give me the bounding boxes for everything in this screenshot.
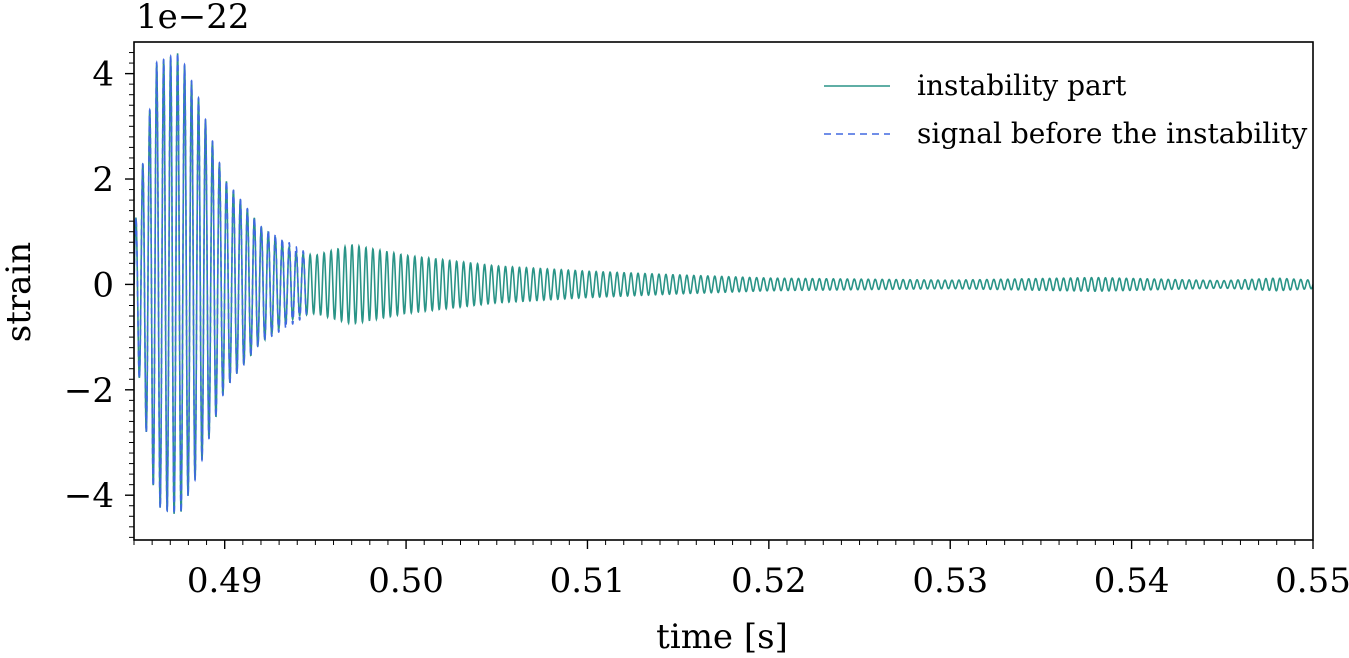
x-tick-label: 0.53 xyxy=(912,561,988,601)
y-offset-label: 1e−22 xyxy=(136,0,250,37)
y-tick-label: −2 xyxy=(64,371,114,411)
y-tick-label: 2 xyxy=(92,160,114,200)
x-tick-label: 0.51 xyxy=(550,561,626,601)
legend-label-before: signal before the instability xyxy=(917,117,1308,150)
y-tick-label: 0 xyxy=(92,265,114,305)
plot-frame xyxy=(133,41,1314,541)
x-axis-title: time [s] xyxy=(656,617,788,657)
legend-label-instability: instability part xyxy=(917,69,1127,102)
x-tick-label: 0.49 xyxy=(187,561,263,601)
series-group xyxy=(134,51,1313,517)
axes: 0.49 0.50 0.51 0.52 0.53 0.54 0.55 −4 −2 0 2 4 xyxy=(64,41,1349,601)
x-tick-label: 0.52 xyxy=(731,561,807,601)
legend: instability part signal before the insta… xyxy=(824,69,1308,150)
series-line-0 xyxy=(134,53,1313,514)
y-axis-title: strain xyxy=(0,242,39,342)
y-tick-label: −4 xyxy=(64,476,114,516)
x-tick-label: 0.55 xyxy=(1275,561,1349,601)
x-tick-label: 0.50 xyxy=(368,561,444,601)
plot-area xyxy=(134,51,1313,517)
x-tick-label: 0.54 xyxy=(1094,561,1170,601)
y-tick-label: 4 xyxy=(92,55,114,95)
series-line-1 xyxy=(134,51,308,517)
